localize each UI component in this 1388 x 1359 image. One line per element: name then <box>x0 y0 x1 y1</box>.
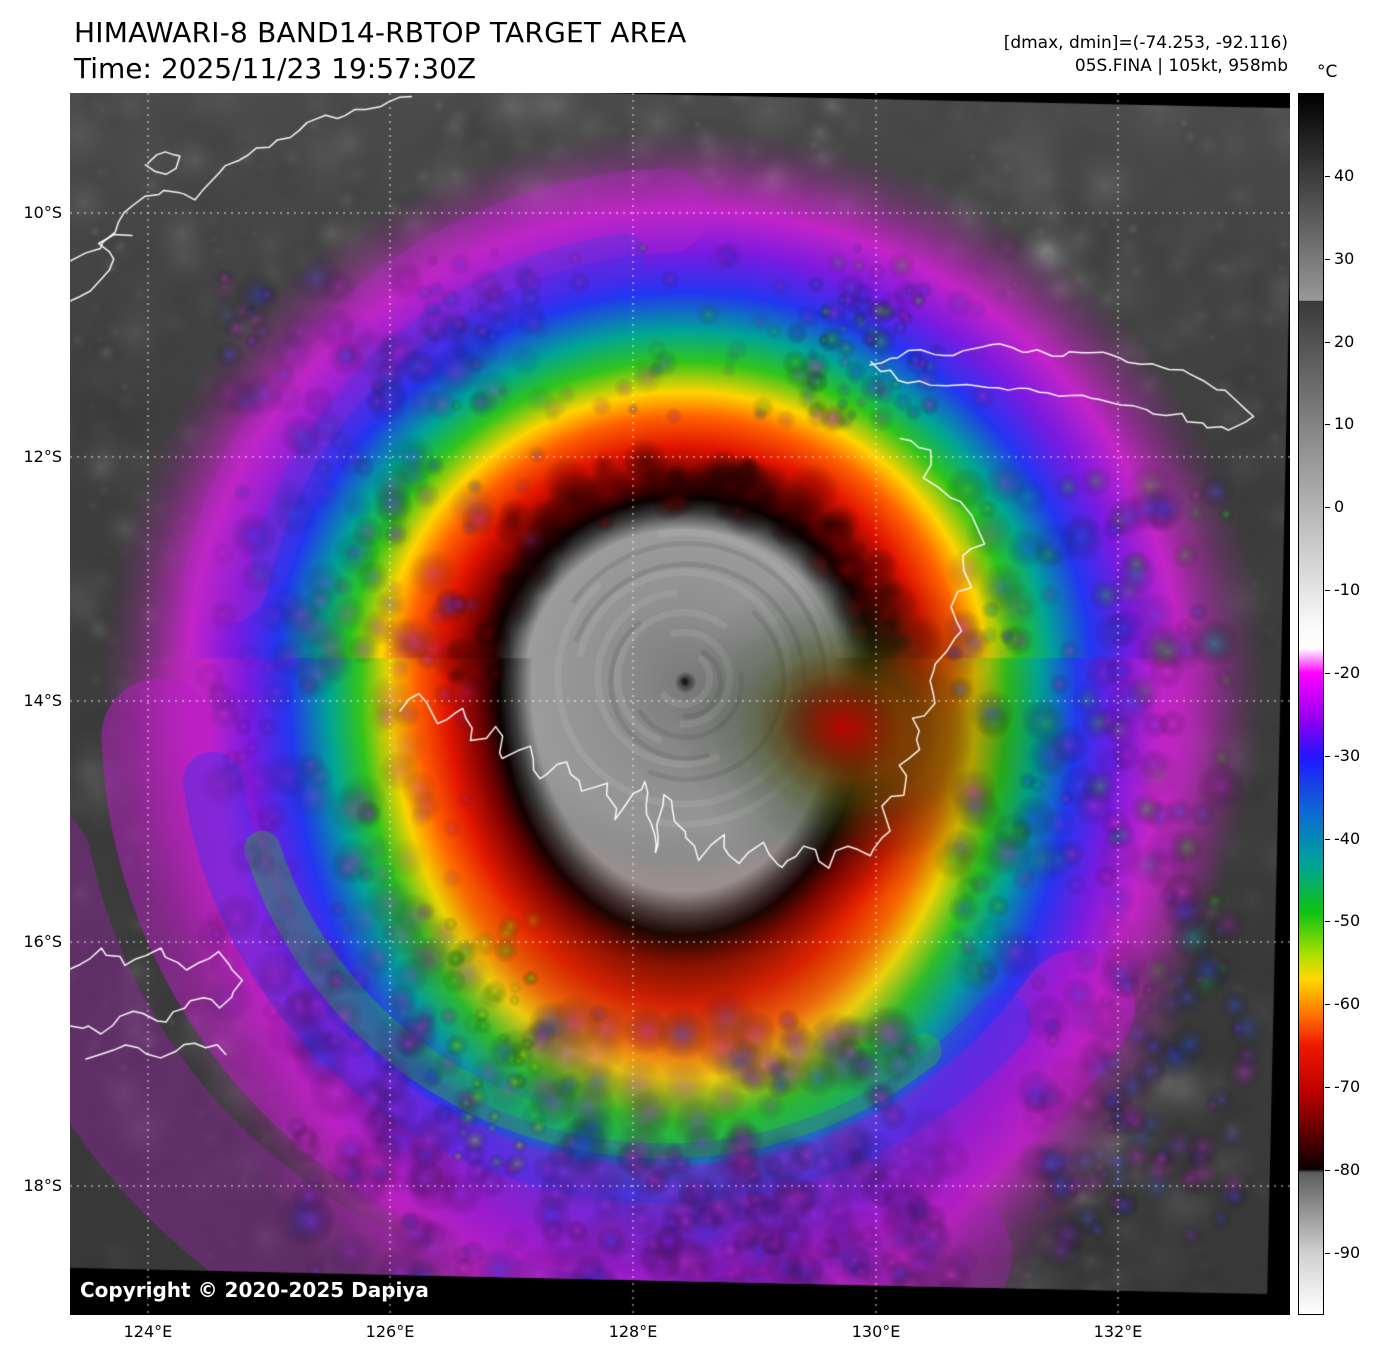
lon-tick-label: 128°E <box>608 1322 658 1341</box>
colorbar-tick-label: -30 <box>1334 745 1361 765</box>
satellite-image <box>70 93 1290 1315</box>
header-readouts: [dmax, dmin]=(-74.253, -92.116) 05S.FINA… <box>1004 32 1288 78</box>
lat-tick-label: 16°S <box>23 932 62 952</box>
page-title: HIMAWARI-8 BAND14-RBTOP TARGET AREA <box>74 16 687 49</box>
dmax-dmin-readout: [dmax, dmin]=(-74.253, -92.116) <box>1003 33 1288 53</box>
colorbar-tick-mark <box>1325 838 1330 840</box>
storm-intensity-readout: 05S.FINA | 105kt, 958mb <box>1074 56 1288 76</box>
colorbar-tick-mark <box>1325 507 1330 509</box>
lat-tick-label: 14°S <box>23 690 62 710</box>
colorbar-tick-mark <box>1325 1004 1330 1006</box>
colorbar-tick-label: 10 <box>1334 414 1355 434</box>
timestamp-label: Time: 2025/11/23 19:57:30Z <box>74 52 477 85</box>
lat-tick-label: 10°S <box>23 203 62 222</box>
colorbar-tick-mark <box>1325 672 1330 674</box>
colorbar-tick-label: -60 <box>1334 994 1361 1014</box>
colorbar-tick-mark <box>1325 341 1330 343</box>
lat-tick-label: 12°S <box>23 446 62 466</box>
colorbar <box>1298 93 1324 1315</box>
colorbar-tick-label: 30 <box>1334 248 1355 268</box>
colorbar-tick-label: -80 <box>1334 1160 1361 1180</box>
colorbar-tick-label: -20 <box>1334 662 1361 682</box>
colorbar-tick-mark <box>1325 921 1330 923</box>
colorbar-tick-mark <box>1325 755 1330 757</box>
colorbar-tick-label: -70 <box>1334 1077 1361 1097</box>
colorbar-tick-mark <box>1325 175 1330 177</box>
colorbar-tick-mark <box>1325 424 1330 426</box>
colorbar-tick-label: -40 <box>1334 828 1361 848</box>
colorbar-tick-label: 20 <box>1334 331 1355 351</box>
colorbar-tick-label: -50 <box>1334 911 1361 931</box>
copyright-watermark: Copyright © 2020-2025 Dapiya <box>80 1278 429 1302</box>
colorbar-tick-mark <box>1325 258 1330 260</box>
colorbar-tick-label: -10 <box>1334 580 1361 600</box>
lon-tick-label: 124°E <box>123 1322 173 1341</box>
lon-tick-label: 130°E <box>851 1322 901 1341</box>
colorbar-tick-mark <box>1325 1170 1330 1172</box>
colorbar-tick-mark <box>1325 1087 1330 1089</box>
colorbar-tick-label: 0 <box>1334 497 1345 517</box>
colorbar-unit-label: °C <box>1317 62 1338 82</box>
colorbar-tick-mark <box>1325 590 1330 592</box>
lon-tick-label: 126°E <box>365 1322 415 1341</box>
colorbar-tick-label: -90 <box>1334 1242 1361 1262</box>
colorbar-tick-label: 40 <box>1334 165 1355 185</box>
lon-tick-label: 132°E <box>1093 1322 1143 1341</box>
lat-tick-label: 18°S <box>23 1175 62 1195</box>
colorbar-tick-mark <box>1325 1252 1330 1254</box>
